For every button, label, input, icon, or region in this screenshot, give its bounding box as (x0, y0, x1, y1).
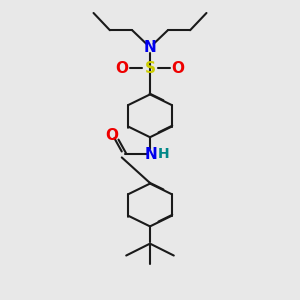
Text: O: O (115, 61, 128, 76)
Text: N: N (145, 147, 158, 162)
Text: O: O (105, 128, 118, 142)
Text: S: S (145, 61, 155, 76)
Text: H: H (158, 148, 170, 161)
Text: O: O (172, 61, 185, 76)
Text: N: N (144, 40, 156, 55)
